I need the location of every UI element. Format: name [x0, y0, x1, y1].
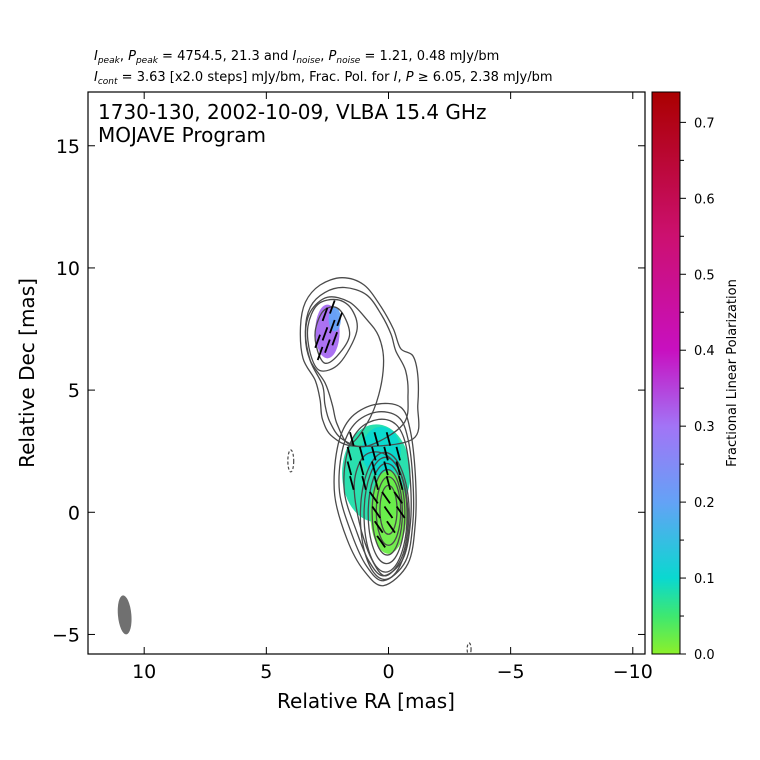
evpa-vector	[385, 475, 392, 490]
program-annotation: MOJAVE Program	[98, 123, 266, 147]
colorbar-tick-label: 0.3	[694, 420, 715, 435]
negative-contour	[466, 642, 472, 654]
evpa-vector-layer	[314, 300, 406, 548]
beam-ellipse	[117, 595, 132, 635]
x-axis-label: Relative RA [mas]	[277, 689, 455, 713]
colorbar-tick-label: 0.6	[694, 192, 715, 207]
plot-frame	[87, 91, 646, 655]
evpa-vector	[383, 446, 389, 461]
evpa-vector	[361, 475, 367, 490]
core-contour	[363, 456, 408, 573]
evpa-vector	[371, 446, 377, 461]
evpa-vector	[349, 431, 355, 446]
evpa-vector	[376, 535, 386, 548]
evpa-vector	[371, 461, 377, 476]
y-tick-label: 15	[56, 136, 80, 158]
evpa-vector	[369, 491, 379, 504]
negative-contour	[287, 449, 295, 473]
evpa-vector	[316, 346, 324, 361]
x-tick-label: 5	[260, 661, 272, 683]
evpa-vector	[358, 446, 365, 461]
evpa-vector	[346, 461, 353, 476]
evpa-vector	[361, 431, 367, 446]
plot-area	[117, 277, 472, 654]
outer-contour	[306, 298, 358, 372]
outer-contour	[333, 402, 417, 587]
colorbar: 0.0 0.1 0.2 0.3 0.4 0.5 0.6 0.7 Fractional Line…	[651, 91, 740, 663]
evpa-vector	[395, 446, 401, 461]
evpa-vector	[393, 491, 404, 504]
plot-header-line-1: Ipeak, Ppeak = 4754.5, 21.3 and Inoise, …	[94, 49, 500, 66]
evpa-vector	[373, 520, 384, 534]
evpa-vector	[329, 319, 336, 334]
colorbar-ticks: 0.0 0.1 0.2 0.3 0.4 0.5 0.6 0.7	[680, 116, 715, 663]
evpa-vector	[314, 334, 321, 349]
evpa-vector	[381, 491, 391, 504]
outer-contour	[343, 418, 412, 577]
colorbar-tick-label: 0.4	[694, 344, 715, 359]
beam-layer	[117, 595, 132, 635]
colorbar-tick-label: 0.1	[694, 572, 715, 587]
outer-contour	[338, 411, 415, 582]
evpa-vector	[358, 461, 365, 476]
evpa-vector	[385, 431, 392, 446]
evpa-vector	[398, 475, 404, 490]
evpa-vector	[395, 461, 401, 476]
x-tick-label: 0	[382, 661, 394, 683]
colorbar-gradient	[651, 91, 681, 655]
colorbar-tick-label: 0.2	[694, 496, 715, 511]
y-tick-label: 10	[56, 258, 80, 280]
evpa-vector	[349, 475, 355, 490]
evpa-vector	[386, 520, 396, 534]
evpa-vector	[321, 327, 329, 341]
evpa-vector	[321, 307, 329, 322]
y-tick-label: 0	[68, 502, 80, 524]
evpa-vector	[373, 475, 379, 490]
evpa-vector	[395, 506, 406, 519]
y-axis-label: Relative Dec [mas]	[15, 278, 39, 468]
y-tick-label: −5	[52, 624, 80, 646]
evpa-vector	[373, 431, 379, 446]
plot-header-line-2: Icont = 3.63 [x2.0 steps] mJy/bm, Frac. …	[94, 70, 553, 87]
evpa-vector	[383, 506, 394, 519]
evpa-vector	[346, 446, 353, 461]
evpa-vector	[324, 339, 331, 354]
contour-layer	[287, 277, 472, 654]
polarization-color-layer	[315, 304, 411, 554]
colorbar-tick-label: 0.5	[694, 268, 715, 283]
colorbar-tick-label: 0.7	[694, 116, 715, 131]
evpa-vector	[383, 461, 389, 476]
axis-ticks: 10 5 0 −5 −10 −5 0 5 10 15	[52, 92, 653, 683]
x-tick-label: 10	[132, 661, 156, 683]
core-contour	[367, 462, 406, 565]
outer-contour	[304, 286, 409, 448]
outer-contour	[299, 277, 420, 448]
evpa-vector	[329, 300, 336, 314]
x-tick-label: −10	[613, 661, 653, 683]
x-tick-label: −5	[497, 661, 525, 683]
outer-contour	[304, 296, 385, 445]
colorbar-tick-label: 0.0	[694, 648, 715, 663]
colorbar-label: Fractional Linear Polarization	[725, 279, 740, 467]
evpa-vector	[371, 506, 382, 519]
evpa-vector	[336, 312, 343, 327]
source-annotation: 1730-130, 2002-10-09, VLBA 15.4 GHz	[98, 100, 486, 124]
y-tick-label: 5	[68, 380, 80, 402]
evpa-vector	[331, 331, 338, 346]
